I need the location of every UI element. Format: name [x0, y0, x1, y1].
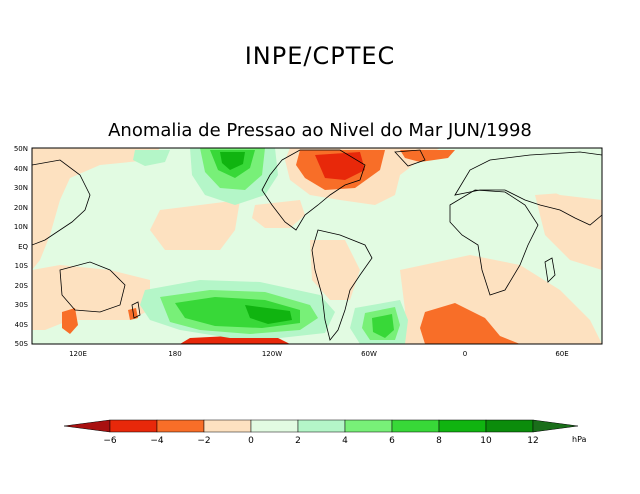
- coastline-africa: [449, 189, 539, 296]
- anomaly-region-indian-ocean: [535, 190, 602, 270]
- anomaly-region-bering: [133, 150, 170, 166]
- legend-arrow-low: [63, 419, 111, 433]
- anomaly-region-tasman: [62, 308, 78, 334]
- coastline-australia: [59, 261, 126, 313]
- anomaly-region-south-atlantic-core: [420, 303, 520, 344]
- lon-label-60e: 60E: [555, 350, 568, 358]
- anomaly-region-greenland: [400, 150, 455, 162]
- anomaly-region-australia: [32, 265, 150, 330]
- lon-label-120e: 120E: [69, 350, 87, 358]
- longitude-axis: 120E 180 120W 60W 0 60E: [69, 350, 569, 358]
- lon-label-0: 0: [463, 350, 467, 358]
- lat-label-eq: EQ: [18, 243, 28, 251]
- legend-tick-2: 2: [295, 436, 301, 446]
- lat-label-50s: 50S: [15, 340, 29, 348]
- coastline-greenland: [394, 149, 426, 167]
- legend-swatch-1: [109, 419, 158, 433]
- legend-swatch-3: [203, 419, 252, 433]
- anomaly-region-north-pacific-core: [220, 152, 245, 170]
- legend-swatch-6: [344, 419, 393, 433]
- legend-tick-0: 0: [248, 436, 254, 446]
- latitude-axis: 50N 40N 30N 20N 10N EQ 10S 20S 30S 40S 5…: [14, 145, 29, 348]
- legend-tick-10: 10: [480, 436, 492, 446]
- coastline-north-america: [261, 149, 366, 231]
- lat-label-40n: 40N: [14, 165, 28, 173]
- legend-tick-neg6: −6: [103, 436, 117, 446]
- legend-tick-8: 8: [436, 436, 442, 446]
- map-title: Anomalia de Pressao ao Nivel do Mar JUN/…: [108, 120, 532, 141]
- lat-label-20s: 20S: [15, 282, 29, 290]
- anomaly-region-south-pacific-core: [245, 305, 292, 324]
- coastline-europe-asia: [454, 151, 602, 226]
- anomaly-field: [32, 148, 602, 344]
- anomaly-region-nw-pacific: [32, 148, 160, 270]
- lat-label-30s: 30S: [15, 301, 29, 309]
- legend-tick-neg2: −2: [197, 436, 210, 446]
- legend-tick-12: 12: [527, 436, 538, 446]
- lon-label-180: 180: [168, 350, 181, 358]
- anomaly-region-south-pacific-east: [310, 240, 360, 300]
- legend-swatch-4: [250, 419, 299, 433]
- legend-swatch-7: [391, 419, 440, 433]
- legend-tick-4: 4: [342, 436, 348, 446]
- legend-swatch-8: [438, 419, 487, 433]
- anomaly-region-arctic-atlantic: [470, 148, 602, 200]
- lon-label-120w: 120W: [262, 350, 282, 358]
- map-frame: [31, 147, 603, 345]
- color-legend: −6 −4 −2 0 2 4 6 8 10 12 hPa: [63, 419, 587, 446]
- legend-unit: hPa: [572, 435, 587, 444]
- legend-swatch-9: [485, 419, 534, 433]
- coastline-south-america: [311, 229, 373, 341]
- lat-label-20n: 20N: [14, 204, 28, 212]
- legend-swatch-5: [297, 419, 346, 433]
- lat-label-40s: 40S: [15, 321, 29, 329]
- legend-tick-neg4: −4: [150, 436, 164, 446]
- legend-arrow-high: [532, 419, 579, 433]
- legend-swatch-2: [156, 419, 205, 433]
- anomaly-region-drake-core: [372, 314, 394, 338]
- lat-label-10s: 10S: [15, 262, 29, 270]
- page-title: INPE/CPTEC: [244, 42, 396, 70]
- coastlines: [32, 149, 602, 341]
- coastline-madagascar: [544, 257, 556, 283]
- lon-label-60w: 60W: [361, 350, 377, 358]
- coastline-east-asia: [32, 159, 91, 246]
- anomaly-region-north-atlantic-center: [315, 152, 365, 180]
- legend-tick-6: 6: [389, 436, 395, 446]
- anomaly-region-west-pacific: [150, 200, 240, 250]
- lat-label-10n: 10N: [14, 223, 28, 231]
- lat-label-50n: 50N: [14, 145, 28, 153]
- lat-label-30n: 30N: [14, 184, 28, 192]
- coastline-new-zealand: [131, 301, 141, 319]
